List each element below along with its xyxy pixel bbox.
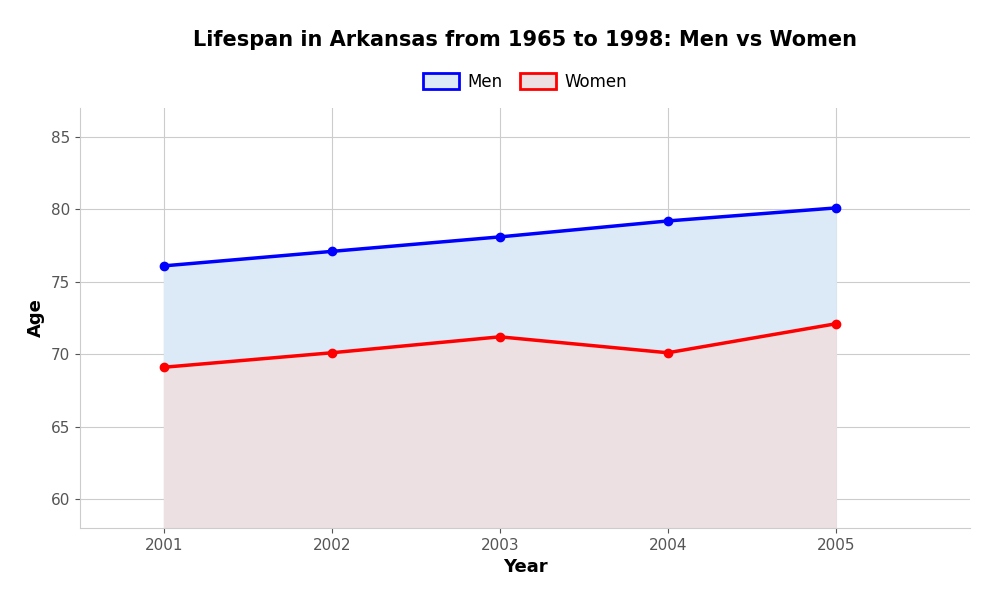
Men	[494, 233, 506, 241]
Men	[326, 248, 338, 255]
Legend: Men, Women: Men, Women	[416, 66, 634, 97]
Women	[494, 333, 506, 340]
Women	[158, 364, 170, 371]
Title: Lifespan in Arkansas from 1965 to 1998: Men vs Women: Lifespan in Arkansas from 1965 to 1998: …	[193, 29, 857, 49]
Men	[158, 262, 170, 269]
Women	[326, 349, 338, 356]
Line: Women: Women	[160, 320, 840, 371]
Y-axis label: Age: Age	[27, 299, 45, 337]
Men	[662, 217, 674, 224]
X-axis label: Year: Year	[503, 558, 547, 576]
Men	[830, 205, 842, 212]
Women	[662, 349, 674, 356]
Women	[830, 320, 842, 328]
Line: Men: Men	[160, 204, 840, 270]
